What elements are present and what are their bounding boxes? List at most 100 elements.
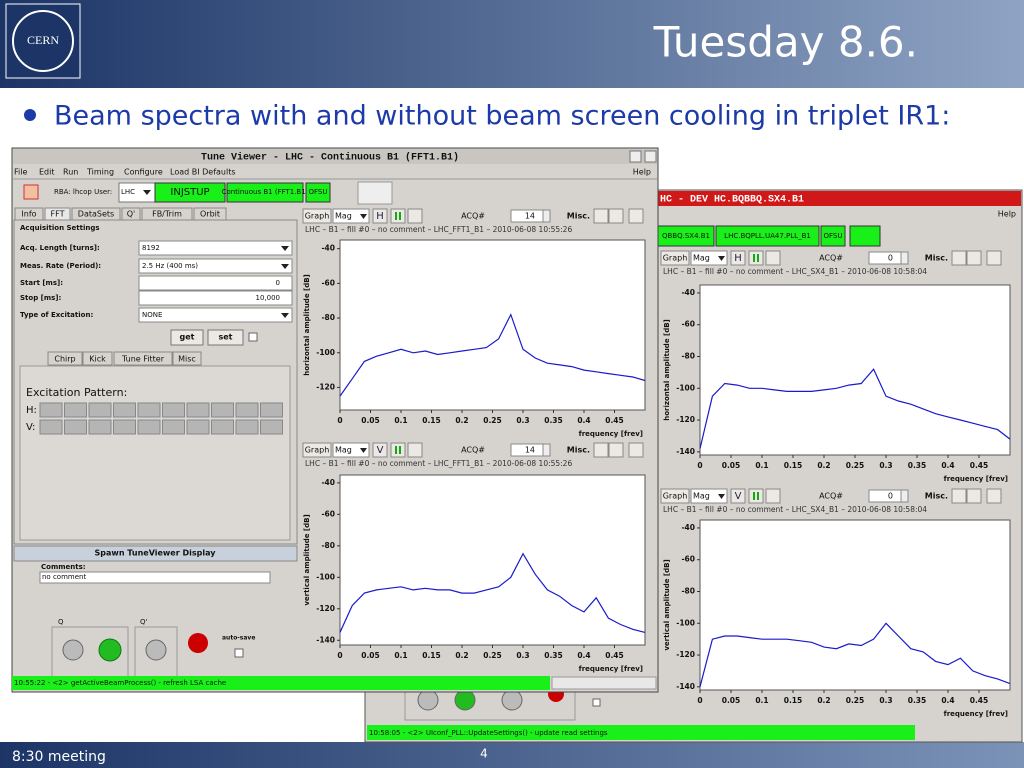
- pattern-cell[interactable]: [137, 419, 161, 435]
- mode-value[interactable]: Mag: [693, 254, 710, 263]
- tab-label[interactable]: DataSets: [78, 210, 114, 219]
- pause-button[interactable]: [748, 488, 764, 504]
- toolbar-chip-label[interactable]: Continuous B1 (FFT1.B1): [222, 188, 309, 196]
- toolbar-chip[interactable]: [226, 182, 304, 203]
- misc-button[interactable]: [966, 250, 982, 266]
- mode-select[interactable]: [332, 208, 370, 224]
- pattern-cell[interactable]: [211, 402, 234, 418]
- menu-item[interactable]: File: [14, 168, 27, 177]
- pattern-cell[interactable]: [64, 402, 87, 418]
- pattern-cell[interactable]: [211, 419, 234, 435]
- acq-value[interactable]: 0: [888, 254, 893, 263]
- button-label[interactable]: get: [180, 333, 195, 342]
- pattern-cell[interactable]: [260, 419, 283, 435]
- pattern-cell[interactable]: [235, 402, 259, 418]
- plane-label[interactable]: V: [735, 491, 742, 502]
- field-input[interactable]: [138, 240, 293, 256]
- play-button[interactable]: [501, 689, 523, 711]
- plane-button[interactable]: [372, 208, 388, 224]
- misc-button[interactable]: [608, 208, 624, 224]
- field-value[interactable]: 8192: [142, 244, 160, 252]
- menu-item[interactable]: Timing: [86, 168, 114, 177]
- graph-button[interactable]: [302, 442, 332, 458]
- graph-button-label[interactable]: Graph: [305, 446, 330, 455]
- mode-select[interactable]: [332, 442, 370, 458]
- misc-button[interactable]: [986, 488, 1002, 504]
- field-value[interactable]: 10,000: [256, 294, 281, 302]
- toolbar-chip-label[interactable]: LHC.BQPLL.UA47.PLL_B1: [724, 232, 811, 240]
- toolbar-icon[interactable]: [23, 184, 39, 200]
- window-button[interactable]: [629, 150, 642, 163]
- toolbar-chip-label[interactable]: INJSTUP: [170, 187, 209, 198]
- subtab[interactable]: [172, 351, 202, 366]
- graph-button-label[interactable]: Graph: [663, 492, 688, 501]
- tab-label[interactable]: Q': [127, 210, 136, 219]
- toolbar-chip-label[interactable]: OFSU: [824, 232, 843, 240]
- graph-button[interactable]: [660, 250, 690, 266]
- pattern-cell[interactable]: [64, 419, 87, 435]
- comment-input[interactable]: [39, 571, 271, 584]
- button[interactable]: [170, 329, 204, 346]
- field-input[interactable]: [138, 275, 293, 291]
- toolbar-icon[interactable]: [849, 225, 881, 247]
- plane-button[interactable]: [730, 488, 746, 504]
- subtab-label[interactable]: Chirp: [54, 355, 75, 364]
- misc-button[interactable]: [966, 488, 982, 504]
- misc-button[interactable]: [628, 442, 644, 458]
- checkbox[interactable]: [248, 332, 258, 342]
- menu-item[interactable]: Run: [63, 168, 78, 177]
- tab-label[interactable]: Info: [21, 210, 36, 219]
- pattern-cell[interactable]: [39, 419, 63, 435]
- misc-button[interactable]: [608, 442, 624, 458]
- subtab[interactable]: [47, 351, 83, 366]
- graph-button-label[interactable]: Graph: [305, 212, 330, 221]
- pattern-cell[interactable]: [186, 402, 210, 418]
- acq-value[interactable]: 14: [525, 446, 535, 455]
- spawn-label[interactable]: Spawn TuneViewer Display: [95, 549, 217, 558]
- field-input[interactable]: [138, 290, 293, 306]
- subtab-label[interactable]: Tune Fitter: [121, 355, 165, 364]
- mode-value[interactable]: Mag: [335, 212, 352, 221]
- mode-value[interactable]: Mag: [335, 446, 352, 455]
- subtab[interactable]: [113, 351, 173, 366]
- plane-label[interactable]: H: [734, 253, 742, 264]
- plane-button[interactable]: [730, 250, 746, 266]
- plane-label[interactable]: V: [377, 445, 384, 456]
- plane-button[interactable]: [372, 442, 388, 458]
- field-input[interactable]: [138, 307, 293, 323]
- acq-spinner[interactable]: [900, 251, 909, 265]
- graph-button-label[interactable]: Graph: [663, 254, 688, 263]
- spawn-button[interactable]: [13, 545, 298, 562]
- toolbar-chip-label[interactable]: OFSU: [309, 188, 328, 196]
- play-button[interactable]: [454, 689, 476, 711]
- table-button[interactable]: [407, 208, 423, 224]
- misc-button[interactable]: [951, 488, 967, 504]
- pause-button[interactable]: [390, 208, 406, 224]
- acq-input[interactable]: [868, 251, 902, 265]
- toolbar-chip[interactable]: [154, 182, 226, 203]
- menu-item[interactable]: Edit: [39, 168, 55, 177]
- pattern-cell[interactable]: [162, 419, 185, 435]
- pattern-cell[interactable]: [137, 402, 161, 418]
- mode-select[interactable]: [690, 250, 728, 266]
- play-button[interactable]: [417, 689, 439, 711]
- comment-value[interactable]: no comment: [42, 573, 86, 581]
- play-button[interactable]: [98, 638, 122, 662]
- play-button[interactable]: [62, 639, 84, 661]
- pattern-cell[interactable]: [162, 402, 185, 418]
- autosave-checkbox[interactable]: [234, 648, 244, 658]
- misc-button[interactable]: [593, 442, 609, 458]
- field-value[interactable]: NONE: [142, 311, 162, 319]
- graph-button[interactable]: [302, 208, 332, 224]
- subtab-label[interactable]: Misc: [178, 355, 196, 364]
- acq-input[interactable]: [868, 489, 902, 503]
- pattern-cell[interactable]: [113, 402, 136, 418]
- toolbar-chip[interactable]: [715, 225, 820, 247]
- pause-button[interactable]: [748, 250, 764, 266]
- table-button[interactable]: [407, 442, 423, 458]
- pattern-cell[interactable]: [186, 419, 210, 435]
- tab-label[interactable]: FFT: [51, 210, 65, 219]
- acq-spinner[interactable]: [900, 489, 909, 503]
- pattern-cell[interactable]: [235, 419, 259, 435]
- table-button[interactable]: [765, 250, 781, 266]
